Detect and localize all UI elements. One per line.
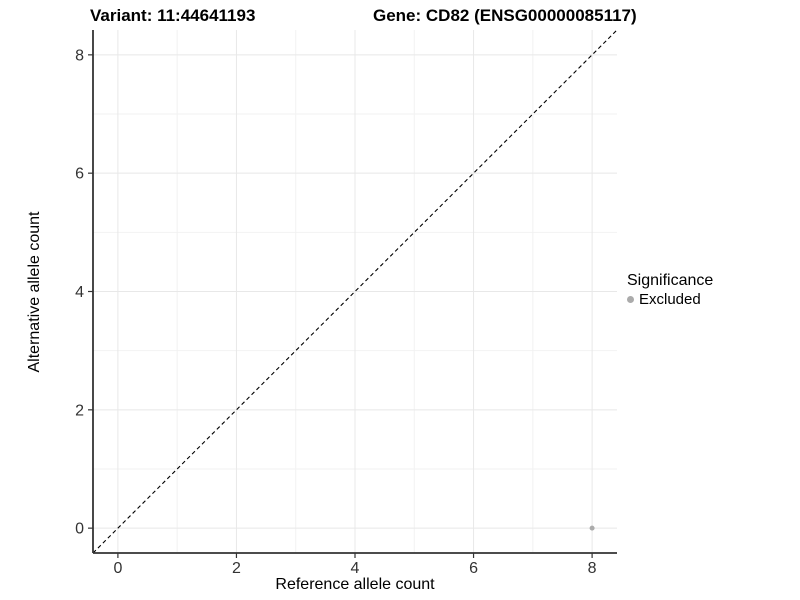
x-tick-label: 0 xyxy=(113,560,122,577)
legend-item: Excluded xyxy=(627,290,713,309)
legend-item-label: Excluded xyxy=(639,291,701,308)
legend: Significance Excluded xyxy=(627,271,713,309)
y-tick-label: 0 xyxy=(75,521,84,538)
y-tick-label: 6 xyxy=(75,166,84,183)
legend-title: Significance xyxy=(627,272,714,289)
x-tick-label: 2 xyxy=(232,560,241,577)
variant-title: Variant: 11:44641193 xyxy=(90,6,256,25)
y-tick-label: 4 xyxy=(75,284,84,301)
y-axis-label: Alternative allele count xyxy=(26,211,43,373)
data-point-excluded xyxy=(589,525,595,531)
identity-dashed-line xyxy=(92,29,618,554)
excluded-dot-icon xyxy=(627,296,634,303)
x-tick-label: 6 xyxy=(469,560,478,577)
x-tick-label: 4 xyxy=(351,560,360,577)
x-tick-label: 8 xyxy=(588,560,597,577)
gene-title: Gene: CD82 (ENSG00000085117) xyxy=(373,6,637,25)
y-tick-label: 2 xyxy=(75,402,84,419)
x-axis-label: Reference allele count xyxy=(275,576,435,593)
y-tick-label: 8 xyxy=(75,47,84,64)
